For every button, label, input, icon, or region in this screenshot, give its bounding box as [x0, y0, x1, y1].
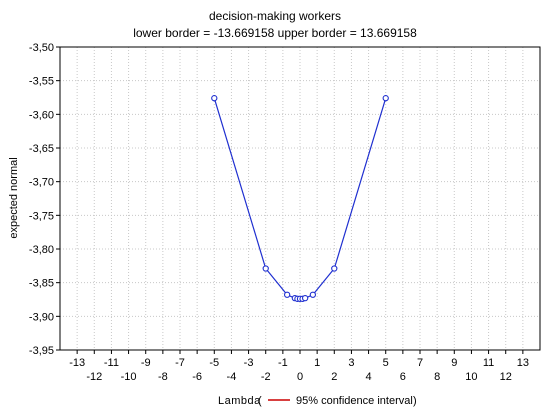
data-point [262, 265, 269, 272]
x-tick-label: 13 [517, 357, 529, 369]
x-tick-label: 9 [451, 357, 457, 369]
x-tick-label: -9 [141, 357, 151, 369]
data-point [331, 265, 338, 272]
x-axis-title: Lambda ( 95% confidence interval ) [218, 395, 417, 407]
x-tick-label: 3 [348, 357, 354, 369]
x-tick-label: 4 [366, 371, 372, 383]
x-tick-label: -5 [209, 357, 219, 369]
x-tick-label: -7 [175, 357, 185, 369]
data-point [283, 291, 291, 298]
y-axis-title: expected normal [8, 157, 20, 238]
grid-lines [60, 46, 540, 351]
x-axis-ticks: -13 -11 -9 -7 -5 -3 -1 1 3 5 7 9 11 13-12 -10 -8 -6 -4 -2 0… [69, 350, 529, 383]
series-layer [211, 95, 389, 302]
x-tick-label: -2 [261, 371, 271, 383]
x-tick-label: -11 [104, 357, 119, 369]
x-tick-label: -6 [192, 371, 202, 383]
legend-label: 95% confidence interval [296, 395, 413, 407]
legend-close-paren: ) [413, 395, 417, 407]
x-tick-label: 2 [331, 371, 337, 383]
y-tick-label: -3,50 [29, 42, 54, 54]
x-tick-label: 11 [483, 357, 494, 369]
y-tick-label: -3,85 [29, 278, 54, 290]
x-tick-label: -4 [227, 371, 237, 383]
y-tick-label: -3,70 [29, 177, 54, 189]
chart-subtitle: lower border = -13.669158 upper border =… [133, 26, 417, 40]
x-tick-label: -3 [244, 357, 254, 369]
x-tick-label: 7 [417, 357, 423, 369]
x-tick-label: 0 [297, 371, 303, 383]
y-axis-ticks: -3,50 -3,55 -3,60 -3,65 -3,70 -3,75 -3,80 -3,85… [29, 42, 60, 357]
chart-title: decision-making workers [209, 9, 341, 23]
y-tick-label: -3,55 [29, 76, 54, 88]
x-tick-label: 6 [400, 371, 406, 383]
x-tick-label: -12 [86, 371, 102, 383]
x-tick-label: 12 [500, 371, 512, 383]
y-tick-label: -3,60 [29, 109, 54, 121]
x-tick-label: 10 [465, 371, 477, 383]
y-tick-label: -3,90 [29, 311, 54, 323]
x-tick-label: -1 [278, 357, 288, 369]
x-tick-label: -10 [121, 371, 137, 383]
data-point [211, 95, 218, 102]
x-tick-label: -8 [158, 371, 168, 383]
x-tick-label: 5 [383, 357, 389, 369]
data-point [382, 95, 389, 102]
data-point [301, 295, 309, 302]
y-tick-label: -3,80 [29, 244, 54, 256]
data-point [309, 291, 317, 298]
x-tick-label: -13 [69, 357, 85, 369]
legend-open-paren: ( [258, 395, 262, 407]
x-tick-label: 1 [314, 357, 320, 369]
x-tick-label: 8 [434, 371, 440, 383]
x-axis-label: Lambda [218, 395, 261, 407]
y-tick-label: -3,75 [29, 210, 54, 222]
y-tick-label: -3,65 [29, 143, 54, 155]
y-tick-label: -3,95 [29, 345, 54, 357]
